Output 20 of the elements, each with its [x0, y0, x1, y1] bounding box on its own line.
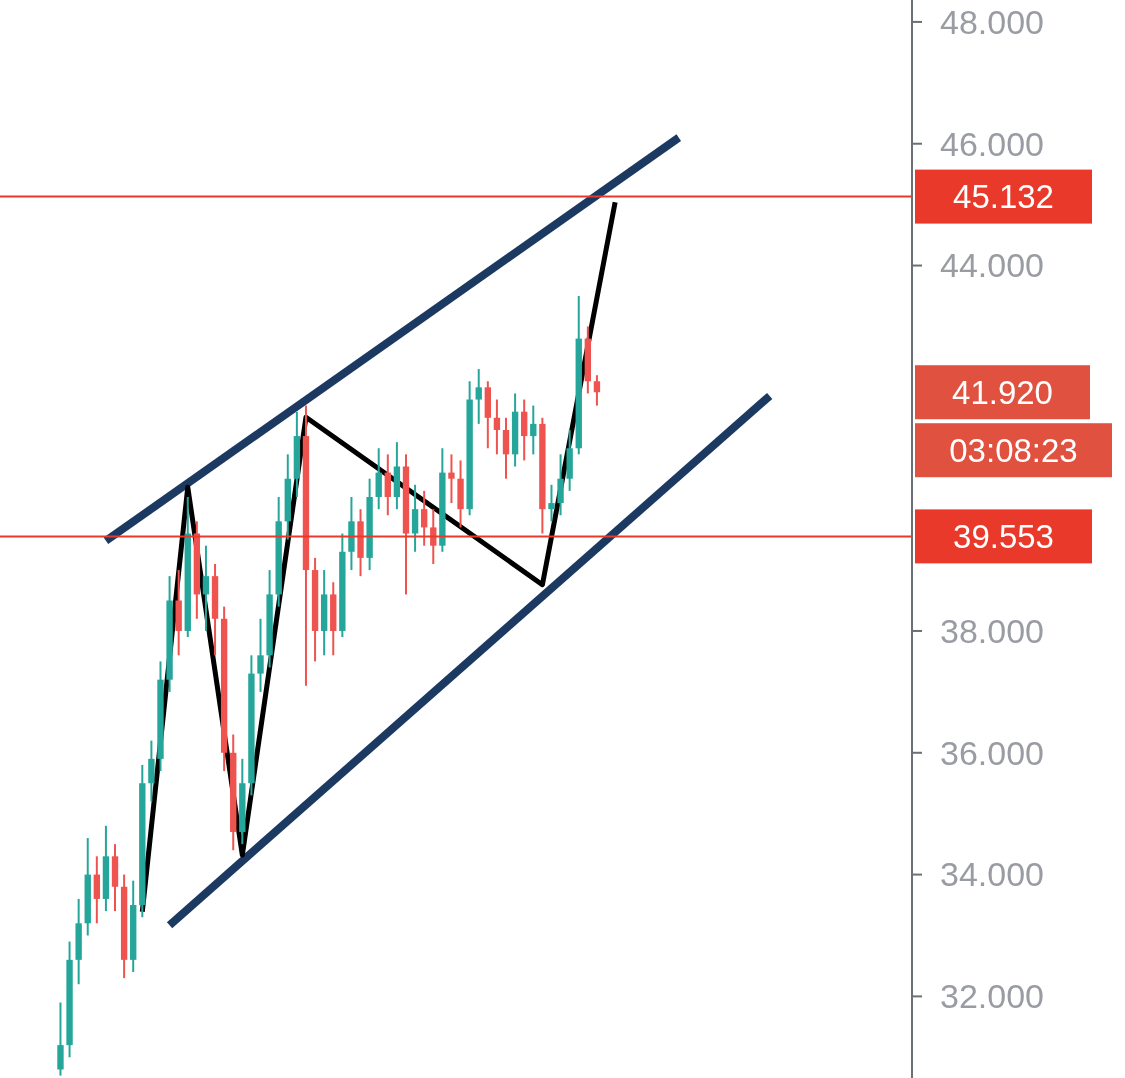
- candlestick: [448, 453, 455, 505]
- y-tick-label: 44.000: [940, 246, 1044, 285]
- candlestick: [420, 489, 428, 547]
- candlestick: [530, 404, 537, 456]
- text: 41.920: [952, 373, 1053, 411]
- y-tick-label: 46.000: [940, 124, 1044, 163]
- y-tick-label: 38.000: [940, 611, 1044, 650]
- candlestick: [202, 544, 210, 632]
- y-tick-label: 32.000: [940, 977, 1044, 1016]
- y-tick-label: 48.000: [940, 2, 1044, 41]
- ref-line-label: 39.553: [953, 517, 1054, 555]
- y-tick-label: 36.000: [940, 733, 1044, 772]
- ref-line-label: 45.132: [953, 178, 1054, 216]
- candlestick: [548, 483, 555, 523]
- candlestick: [593, 374, 601, 407]
- text: 03:08:23: [949, 431, 1078, 469]
- candlestick: [257, 617, 264, 693]
- candlestick: [475, 368, 482, 425]
- y-tick-label: 34.000: [940, 855, 1044, 894]
- candlestick: [493, 398, 501, 456]
